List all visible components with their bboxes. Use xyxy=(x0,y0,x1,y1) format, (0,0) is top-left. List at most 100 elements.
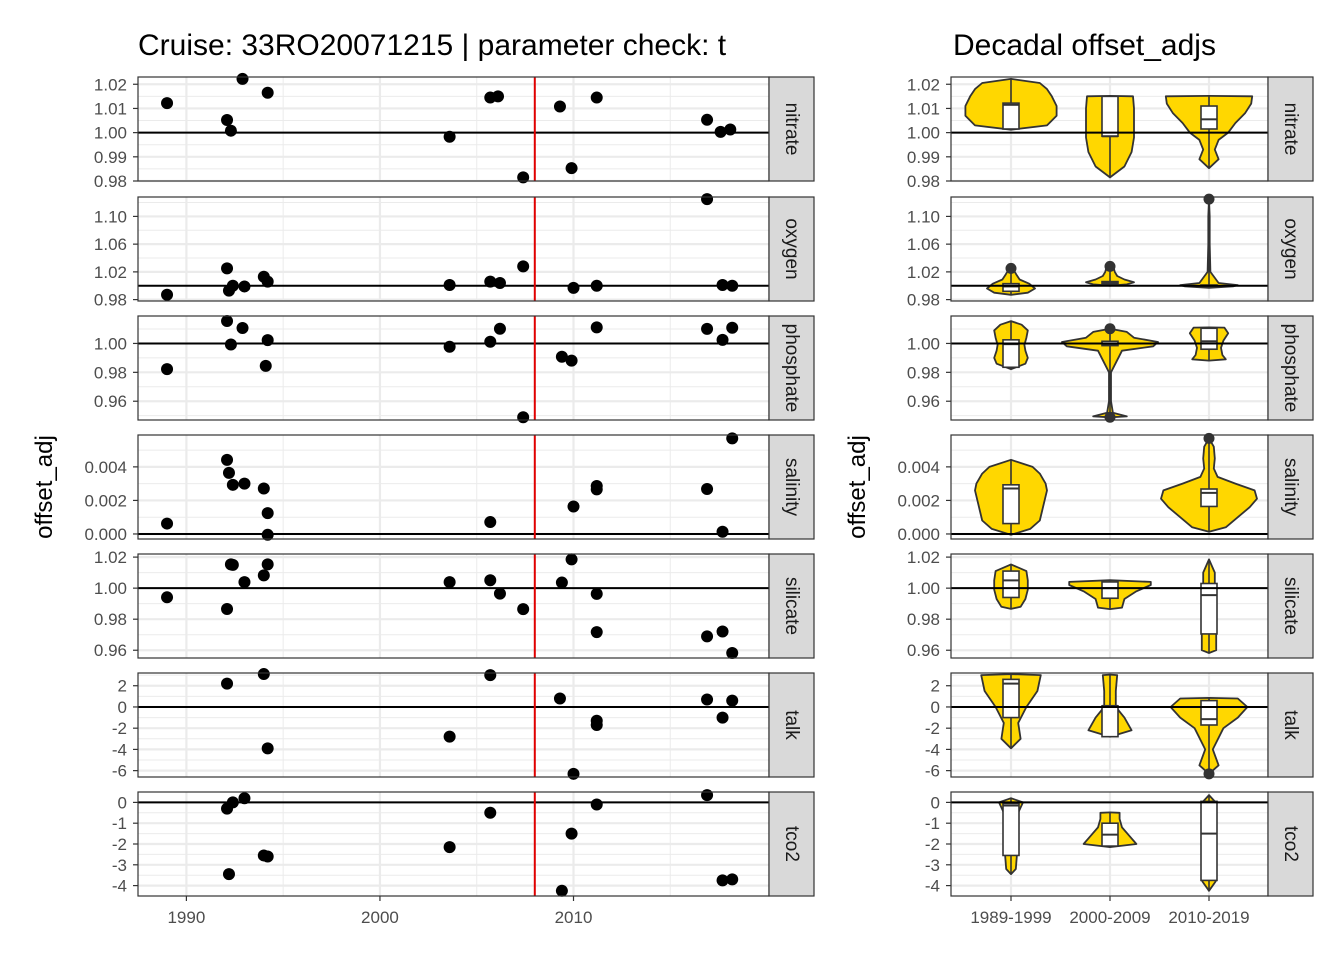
facet-strip xyxy=(768,553,815,659)
facet-strip xyxy=(1267,196,1314,302)
violin-facet-nitrate xyxy=(946,76,1314,183)
data-point xyxy=(443,279,456,292)
data-point xyxy=(565,354,578,367)
y-tick-label: 0 xyxy=(118,793,127,812)
data-point xyxy=(701,483,714,496)
data-point xyxy=(259,359,272,372)
y-tick-label: 0 xyxy=(118,698,127,717)
data-point xyxy=(724,123,737,136)
y-tick-label: -1 xyxy=(112,814,127,833)
box-iqr xyxy=(1101,95,1119,138)
data-point xyxy=(443,576,456,589)
facet-strip-label: phosphate xyxy=(781,324,802,413)
box-iqr xyxy=(1002,802,1020,857)
box-iqr xyxy=(1002,678,1020,719)
y-tick-label: 0.99 xyxy=(94,148,127,167)
data-point xyxy=(517,411,530,424)
box-iqr xyxy=(1002,339,1020,369)
y-tick-label: -2 xyxy=(112,719,127,738)
data-point xyxy=(238,576,251,589)
data-point xyxy=(484,335,497,348)
data-point xyxy=(261,850,274,863)
data-point xyxy=(484,574,497,587)
data-point xyxy=(443,130,456,143)
box-iqr xyxy=(1101,705,1119,738)
scatter-facet-tco2 xyxy=(133,789,815,897)
x-tick-label: 2000 xyxy=(361,908,399,927)
x-tick-label: 2010 xyxy=(555,908,593,927)
y-tick-label: 1.00 xyxy=(94,334,127,353)
y-tick-label: -3 xyxy=(925,856,940,875)
box-iqr xyxy=(1200,105,1218,130)
facet-strip-label: oxygen xyxy=(781,218,802,279)
facet-strip xyxy=(768,791,815,897)
data-point xyxy=(238,477,251,490)
data-point xyxy=(221,602,234,615)
data-point xyxy=(257,668,270,681)
facet-strip xyxy=(768,76,815,182)
facet-strip xyxy=(768,315,815,421)
y-tick-label: 0 xyxy=(931,793,940,812)
box-outlier xyxy=(1005,262,1017,274)
scatter-panel-bg xyxy=(138,554,769,658)
data-point xyxy=(701,789,714,802)
data-point xyxy=(701,630,714,643)
y-tick-label: 0.98 xyxy=(94,610,127,629)
x-category-label: 2000-2009 xyxy=(1069,908,1150,927)
facet-strip xyxy=(1267,791,1314,897)
facet-strip-label: silicate xyxy=(781,577,802,635)
y-tick-label: 0.99 xyxy=(907,148,940,167)
violin-facet-oxygen xyxy=(946,193,1314,302)
y-tick-label: 1.00 xyxy=(94,579,127,598)
y-tick-label: 1.06 xyxy=(94,235,127,254)
y-tick-label: 1.00 xyxy=(907,124,940,143)
data-point xyxy=(567,500,580,513)
data-point xyxy=(493,276,506,289)
title-left-mask xyxy=(0,0,138,30)
y-tick-label: -4 xyxy=(112,877,127,896)
box-iqr xyxy=(1200,800,1218,882)
data-point xyxy=(590,321,603,334)
y-tick-label: 1.02 xyxy=(94,548,127,567)
data-point xyxy=(226,478,239,491)
data-point xyxy=(726,432,739,445)
scatter-facet-silicate xyxy=(133,553,815,660)
y-tick-label: -2 xyxy=(925,835,940,854)
data-point xyxy=(484,516,497,529)
y-tick-label: -6 xyxy=(925,762,940,781)
data-point xyxy=(161,288,174,301)
data-point xyxy=(590,719,603,731)
y-tick-label: 1.00 xyxy=(907,579,940,598)
y-tick-label: 0.98 xyxy=(907,363,940,382)
y-tick-label: 1.00 xyxy=(94,124,127,143)
data-point xyxy=(567,767,580,780)
facet-strip xyxy=(1267,553,1314,659)
y-tick-label: 0.96 xyxy=(907,392,940,411)
y-tick-label: 2 xyxy=(931,677,940,696)
data-point xyxy=(590,798,603,811)
facet-strip-label: nitrate xyxy=(1280,103,1301,156)
facet-strip xyxy=(1267,315,1314,421)
y-tick-label: 1.02 xyxy=(907,75,940,94)
facet-strip-label: tco2 xyxy=(1280,826,1301,862)
scatter-panel-bg xyxy=(138,673,769,777)
box-iqr xyxy=(1200,327,1218,351)
facet-strip-label: talk xyxy=(781,710,802,740)
violin-facet-talk xyxy=(946,672,1314,780)
violin-facet-tco2 xyxy=(946,791,1314,897)
y-tick-label: 1.01 xyxy=(907,99,940,118)
data-point xyxy=(517,260,530,273)
data-point xyxy=(236,321,249,334)
violin-facet-salinity xyxy=(946,432,1314,540)
y-tick-label: 1.10 xyxy=(907,207,940,226)
data-point xyxy=(565,827,578,840)
box-iqr xyxy=(1002,102,1020,130)
box-outlier xyxy=(1203,768,1215,780)
y-tick-label: -2 xyxy=(112,835,127,854)
y-tick-label: -2 xyxy=(925,719,940,738)
right-y-axis-title: offset_adj xyxy=(844,435,871,539)
y-tick-label: 0.98 xyxy=(907,172,940,191)
scatter-facet-nitrate xyxy=(133,72,815,184)
data-point xyxy=(567,281,580,294)
